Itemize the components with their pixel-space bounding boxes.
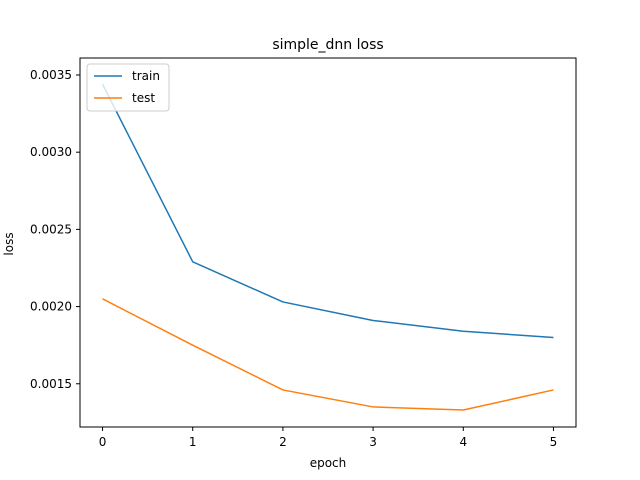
legend-label-train: train <box>132 69 160 83</box>
series-line-test <box>102 298 554 411</box>
y-tick-label: 0.0035 <box>30 68 72 82</box>
y-tick-label: 0.0030 <box>30 145 72 159</box>
plot-area <box>101 83 554 411</box>
x-tick-label: 2 <box>279 435 287 449</box>
x-tick-label: 1 <box>189 435 197 449</box>
y-tick-label: 0.0020 <box>30 300 72 314</box>
x-axis-label: epoch <box>310 456 347 470</box>
y-tick-label: 0.0025 <box>30 222 72 236</box>
legend-label-test: test <box>132 91 155 105</box>
x-tick-label: 5 <box>550 435 558 449</box>
x-tick-label: 4 <box>459 435 467 449</box>
y-axis-label: loss <box>2 232 16 255</box>
legend: train test <box>86 63 170 112</box>
chart-title: simple_dnn loss <box>272 37 383 53</box>
y-tick-label: 0.0015 <box>30 377 72 391</box>
plot-frame <box>79 57 577 428</box>
x-axis-ticks: 0 1 2 3 4 5 <box>99 427 558 449</box>
series-line-train <box>101 83 554 339</box>
x-tick-label: 3 <box>369 435 377 449</box>
y-axis-ticks: 0.0015 0.0020 0.0025 0.0030 0.0035 <box>30 68 80 391</box>
x-tick-label: 0 <box>99 435 107 449</box>
